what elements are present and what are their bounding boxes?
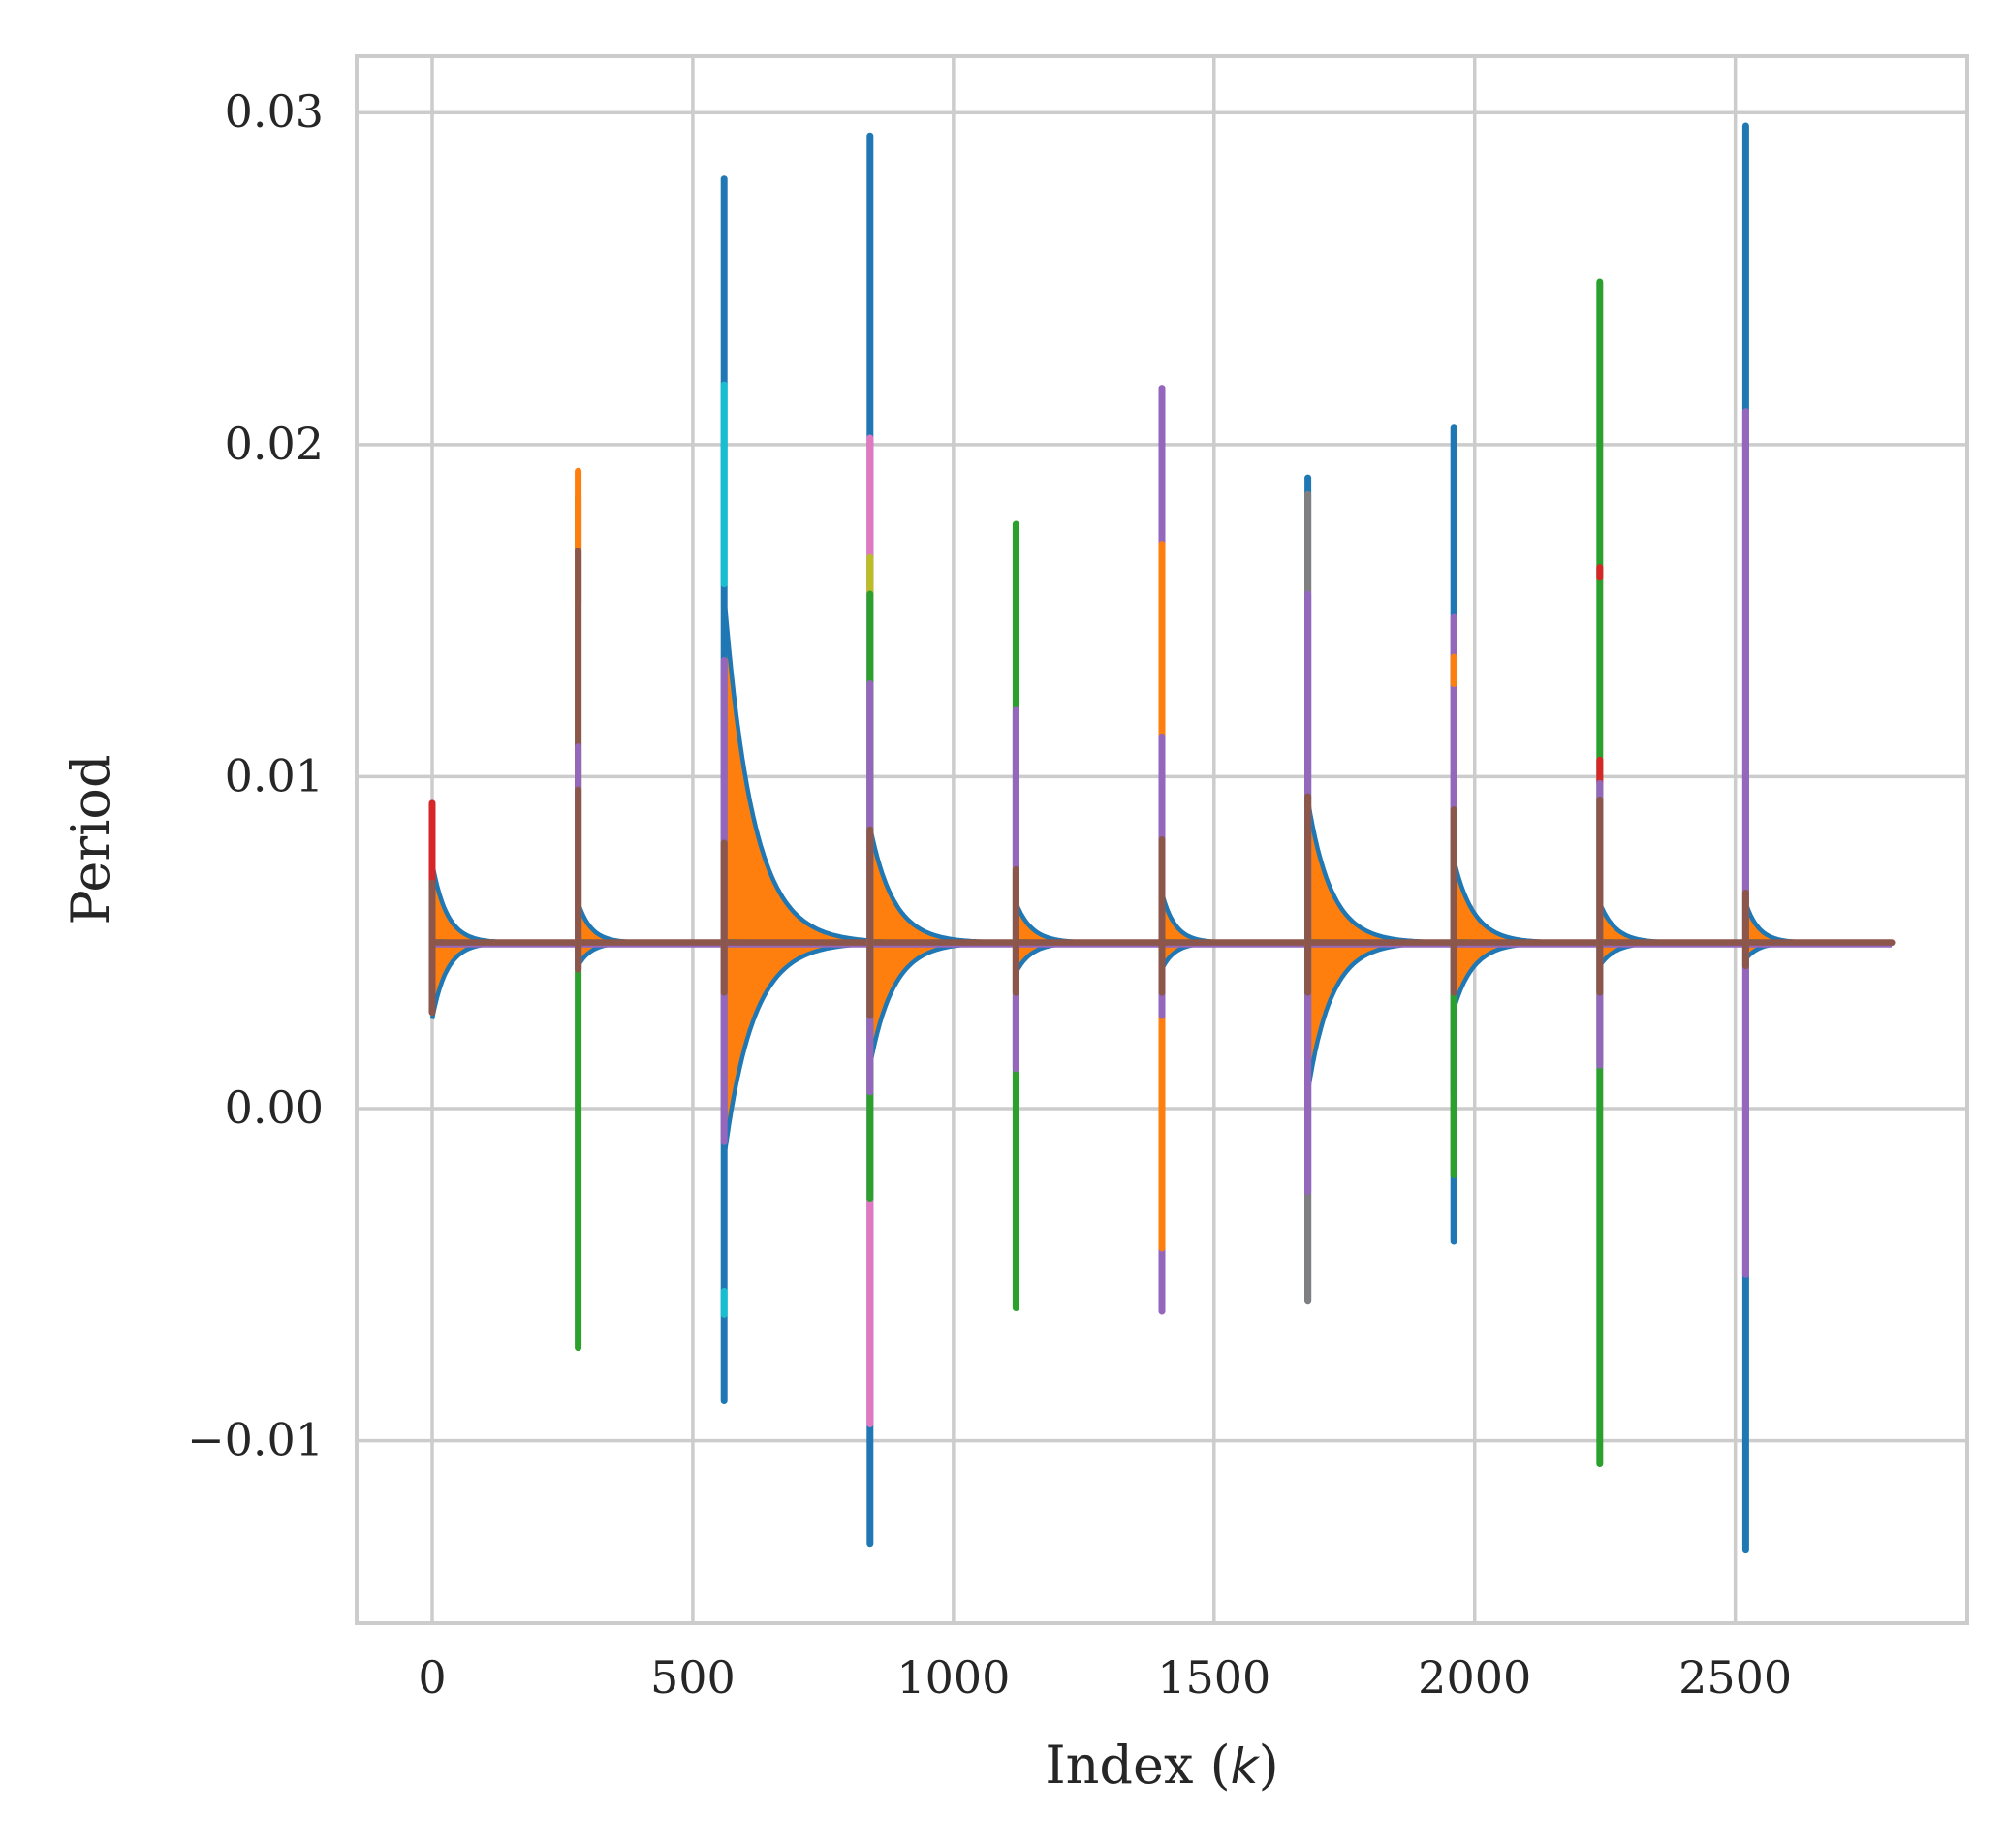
plot-frame [355,54,1969,1625]
envelope-upper [721,593,870,943]
y-tick-label: 0.03 [225,85,324,138]
x-axis-label-close: ) [1259,1735,1279,1796]
y-axis-label: Period [60,754,121,924]
y-tick-label: 0.01 [225,749,324,801]
x-axis-label: Index (k) [1045,1735,1278,1796]
x-tick-label: 2000 [1418,1651,1531,1704]
y-tick-label: 0.00 [225,1081,324,1134]
y-tick-label: 0.02 [225,418,324,470]
x-tick-label: 1000 [896,1651,1010,1704]
x-tick-labels: 0 500 1000 1500 2000 2500 [418,1651,1792,1704]
spike-series [428,122,1749,1554]
x-tick-label: 500 [650,1651,736,1704]
x-tick-label: 1500 [1157,1651,1270,1704]
x-axis-label-var: k [1231,1738,1261,1795]
y-tick-label: −0.01 [187,1414,324,1466]
x-tick-label: 2500 [1678,1651,1792,1704]
x-tick-label: 0 [418,1651,446,1704]
envelope-fill [1454,860,1600,1010]
y-tick-labels: −0.01 0.00 0.01 0.02 0.03 [187,85,324,1465]
x-axis-label-text: Index ( [1045,1735,1230,1796]
envelope-fill [724,594,870,1159]
